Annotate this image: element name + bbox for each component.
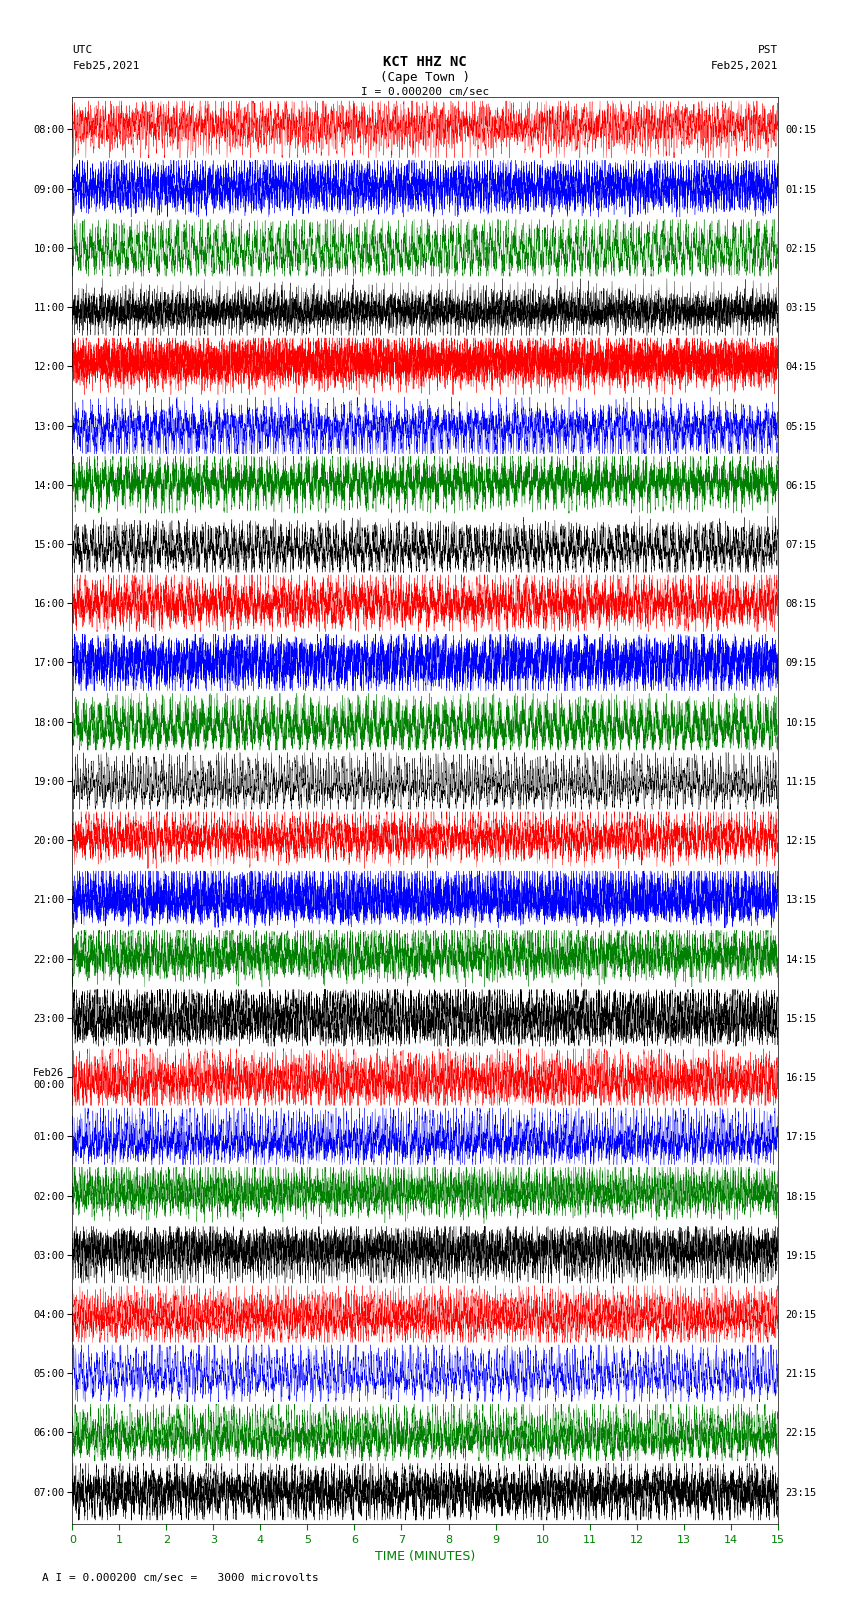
Text: I = 0.000200 cm/sec: I = 0.000200 cm/sec [361,87,489,97]
Text: A I = 0.000200 cm/sec =   3000 microvolts: A I = 0.000200 cm/sec = 3000 microvolts [42,1573,320,1582]
X-axis label: TIME (MINUTES): TIME (MINUTES) [375,1550,475,1563]
Text: UTC: UTC [72,45,93,55]
Text: (Cape Town ): (Cape Town ) [380,71,470,84]
Text: PST: PST [757,45,778,55]
Text: Feb25,2021: Feb25,2021 [711,61,778,71]
Text: Feb25,2021: Feb25,2021 [72,61,139,71]
Text: KCT HHZ NC: KCT HHZ NC [383,55,467,69]
